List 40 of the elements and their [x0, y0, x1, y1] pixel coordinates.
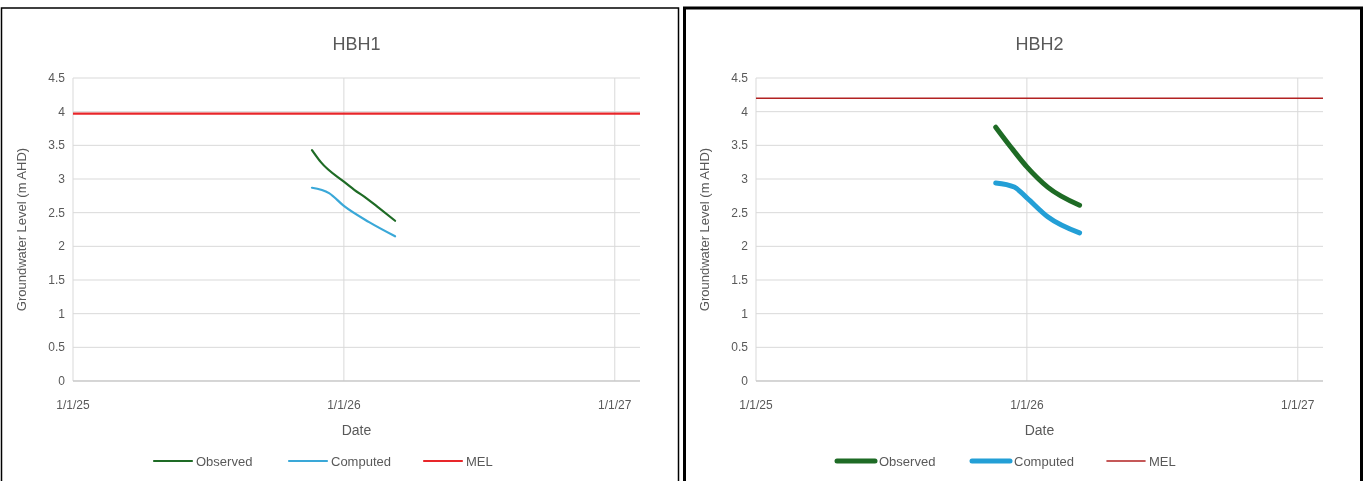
- y-tick-label: 2: [58, 239, 66, 254]
- y-tick-label: 1: [741, 306, 749, 321]
- x-tick-label: 1/1/27: [1281, 398, 1315, 412]
- y-tick-label: 4: [741, 104, 749, 119]
- y-tick-label: 0.5: [48, 340, 66, 355]
- y-tick-label: 0.5: [731, 340, 749, 355]
- x-axis-title: Date: [341, 422, 372, 438]
- y-tick-label: 4.5: [48, 71, 66, 85]
- line-series: [310, 186, 397, 238]
- y-tick-label: 1.5: [731, 273, 749, 287]
- x-tick-label: 1/1/26: [1010, 398, 1044, 412]
- x-tick-label: 1/1/26: [327, 398, 361, 412]
- y-tick-label: 3: [741, 172, 749, 186]
- legend-label: MEL: [1149, 454, 1176, 469]
- y-tick-label: 2.5: [731, 205, 749, 220]
- legend-label: Computed: [331, 454, 391, 469]
- y-tick-label: 2: [741, 239, 749, 254]
- y-tick-label: 3.5: [731, 138, 749, 153]
- y-tick-label: 4.5: [731, 71, 749, 85]
- y-tick-label: 0: [741, 374, 749, 388]
- legend-label: Observed: [196, 454, 253, 469]
- line-series: [310, 148, 397, 222]
- y-axis-title: Groundwater Level (m AHD): [697, 147, 712, 312]
- y-tick-label: 2.5: [48, 205, 66, 220]
- y-tick-label: 3.5: [48, 138, 66, 153]
- x-tick-label: 1/1/25: [56, 398, 90, 412]
- chart-title: HBH2: [1015, 34, 1064, 54]
- legend-label: Computed: [1014, 454, 1074, 469]
- y-tick-label: 1.5: [48, 273, 66, 287]
- y-tick-label: 1: [58, 306, 66, 321]
- x-axis-title: Date: [1024, 422, 1055, 438]
- y-tick-label: 3: [58, 172, 66, 186]
- x-tick-label: 1/1/27: [598, 398, 632, 412]
- y-tick-label: 4: [58, 104, 66, 119]
- legend-label: MEL: [466, 454, 493, 469]
- y-axis-title: Groundwater Level (m AHD): [14, 147, 29, 312]
- chart-title: HBH1: [332, 34, 381, 54]
- y-tick-label: 0: [58, 374, 66, 388]
- x-tick-label: 1/1/25: [739, 398, 773, 412]
- legend-label: Observed: [879, 454, 936, 469]
